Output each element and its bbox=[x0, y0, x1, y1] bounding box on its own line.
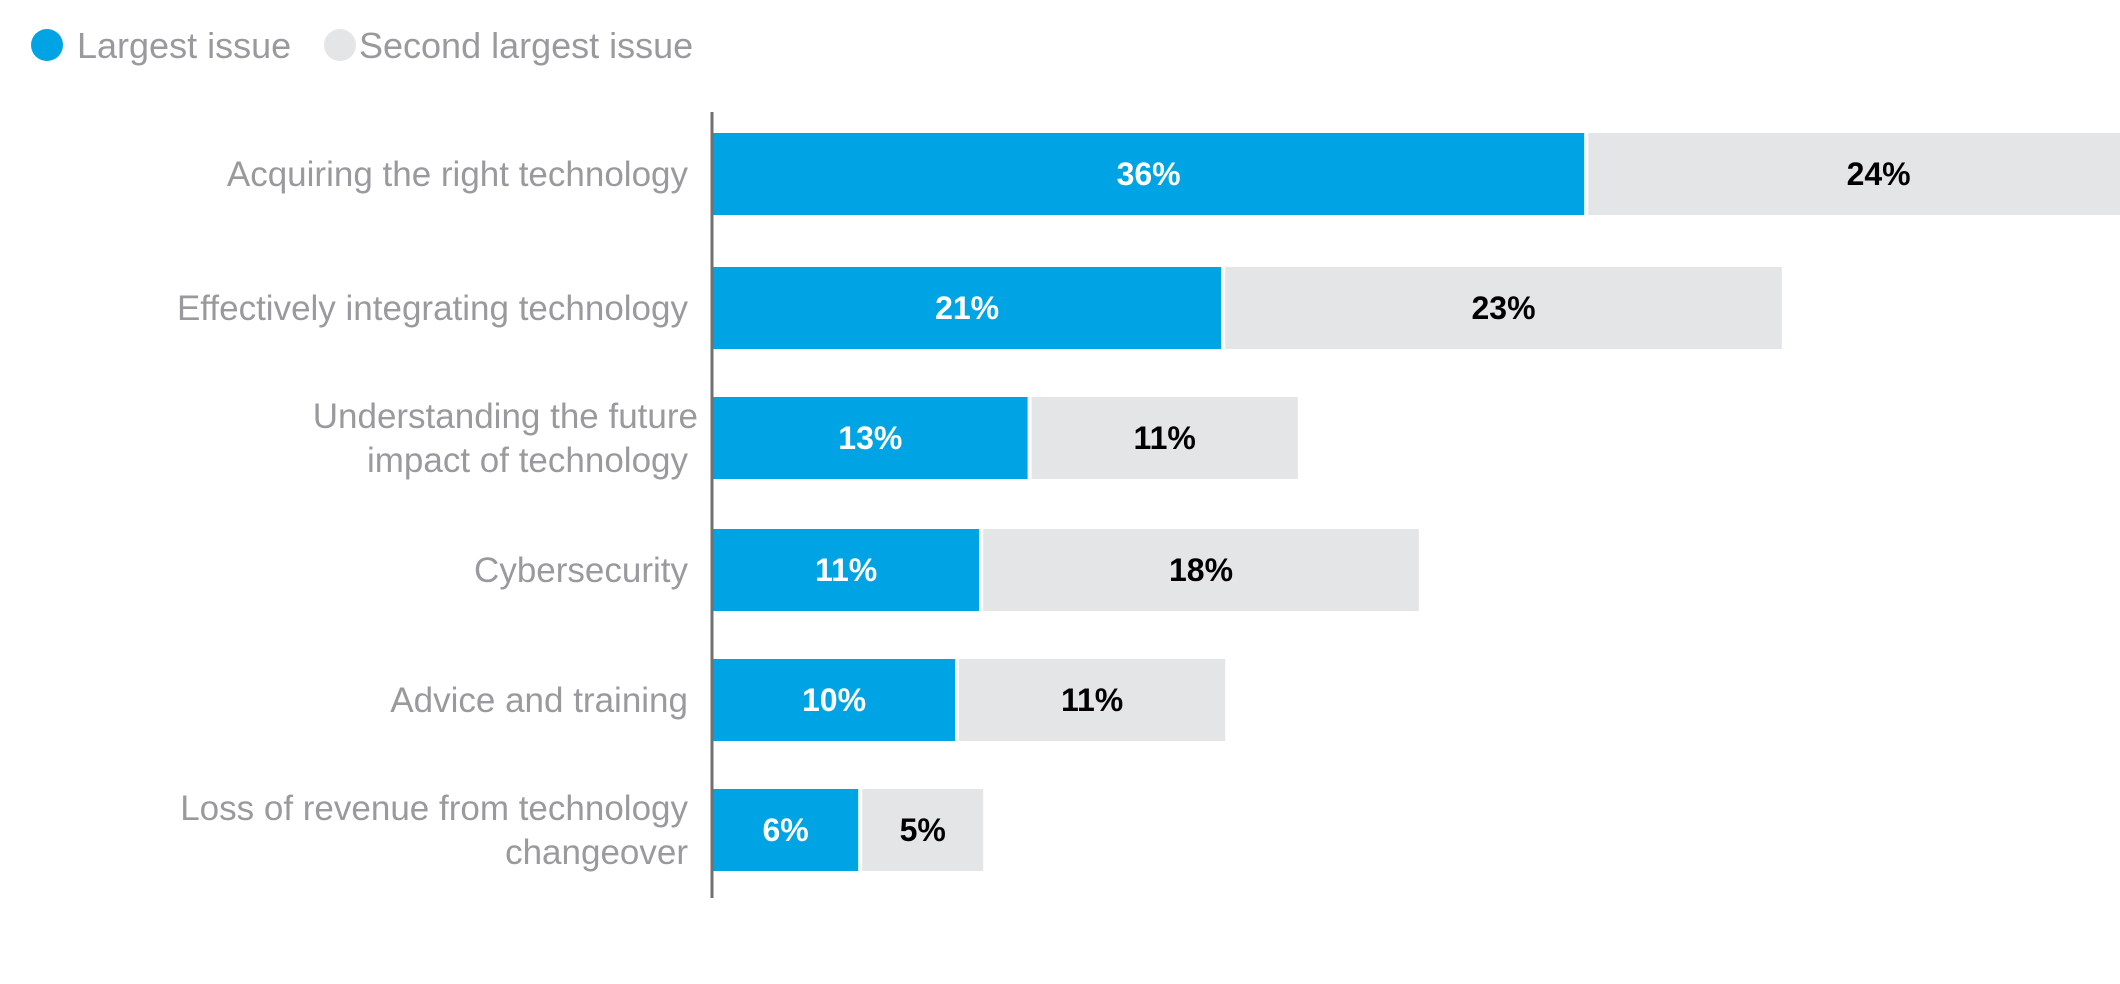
bar-largest-issue-4 bbox=[713, 659, 955, 741]
bar-second-largest-issue-4 bbox=[959, 659, 1226, 741]
category-label-2-line-0: Understanding the future bbox=[313, 397, 698, 436]
bars-group: 36% 24% 21% 23% 13% 11% 11% 18% 10% 11% 6% 5% bbox=[713, 133, 2120, 871]
value-label-largest-issue-2: 13% bbox=[838, 420, 902, 456]
bar-largest-issue-5 bbox=[713, 789, 859, 871]
category-label-5-line-0: Loss of revenue from technology bbox=[180, 789, 688, 828]
value-label-largest-issue-4: 10% bbox=[802, 682, 866, 718]
category-label-4: Advice and training bbox=[390, 681, 688, 720]
category-label-1: Effectively integrating technology bbox=[177, 289, 689, 328]
value-label-second-largest-issue-2: 11% bbox=[1134, 420, 1196, 456]
category-label-3: Cybersecurity bbox=[474, 551, 688, 590]
value-label-largest-issue-0: 36% bbox=[1117, 156, 1181, 192]
value-label-second-largest-issue-5: 5% bbox=[900, 812, 946, 848]
value-label-largest-issue-5: 6% bbox=[762, 812, 808, 848]
value-label-largest-issue-1: 21% bbox=[935, 290, 999, 326]
legend-swatch-second-largest-issue bbox=[324, 29, 356, 61]
legend-item-second-largest-issue: Second largest issue bbox=[324, 25, 693, 66]
bar-second-largest-issue-5 bbox=[862, 789, 984, 871]
bar-second-largest-issue-2 bbox=[1031, 397, 1298, 479]
bar-second-largest-issue-1 bbox=[1225, 267, 1782, 349]
bar-largest-issue-2 bbox=[713, 397, 1028, 479]
value-label-second-largest-issue-1: 23% bbox=[1471, 290, 1535, 326]
category-label-5-line-1: changeover bbox=[505, 833, 688, 872]
value-label-second-largest-issue-4: 11% bbox=[1061, 682, 1123, 718]
bar-largest-issue-3 bbox=[713, 529, 980, 611]
bar-second-largest-issue-0 bbox=[1588, 133, 2120, 215]
legend-swatch-largest-issue bbox=[31, 29, 63, 61]
value-label-second-largest-issue-3: 18% bbox=[1169, 552, 1233, 588]
bar-second-largest-issue-3 bbox=[983, 529, 1419, 611]
legend-label-second-largest-issue: Second largest issue bbox=[359, 25, 693, 66]
bar-largest-issue-0 bbox=[713, 133, 1585, 215]
legend-label-largest-issue: Largest issue bbox=[77, 25, 291, 66]
legend-item-largest-issue: Largest issue bbox=[31, 25, 291, 66]
value-label-largest-issue-3: 11% bbox=[815, 552, 877, 588]
value-label-second-largest-issue-0: 24% bbox=[1847, 156, 1911, 192]
category-label-0: Acquiring the right technology bbox=[227, 155, 689, 194]
legend: Largest issue Second largest issue bbox=[31, 25, 693, 66]
category-label-2-line-1: impact of technology bbox=[367, 441, 689, 480]
category-labels: Acquiring the right technology Effectivel… bbox=[177, 155, 698, 872]
bar-largest-issue-1 bbox=[713, 267, 1222, 349]
